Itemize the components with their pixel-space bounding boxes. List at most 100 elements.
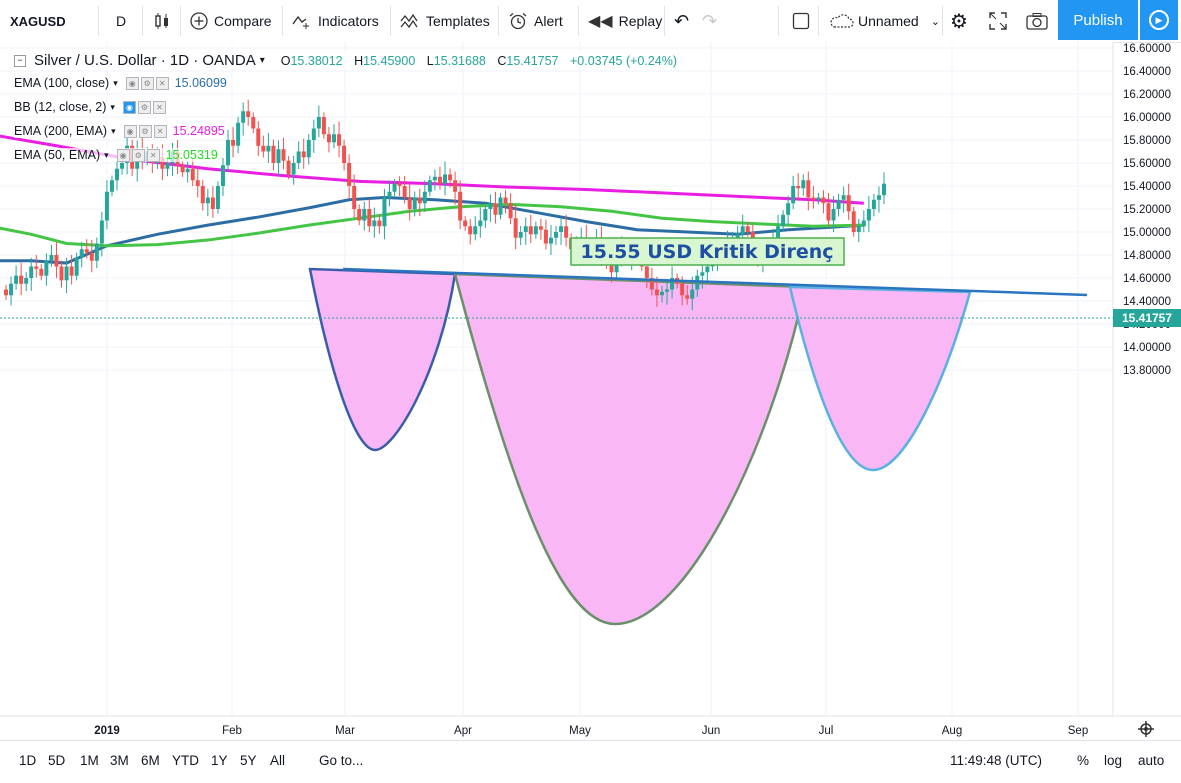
y-tick-label: 15.60000 xyxy=(1123,158,1171,170)
chevron-down-icon[interactable]: ▾ xyxy=(259,55,265,66)
symbol-search[interactable]: XAGUSD xyxy=(10,13,66,29)
candle-body xyxy=(816,197,821,200)
eye-icon[interactable]: ◉ xyxy=(123,124,137,138)
candle-body xyxy=(740,226,745,235)
chevron-down-icon[interactable]: ▾ xyxy=(104,149,109,160)
candle-body xyxy=(700,272,705,276)
gear-icon[interactable]: ⚙ xyxy=(137,100,151,114)
indicator-legend-row[interactable]: BB (12, close, 2) ▾ ◉ ⚙ ✕ xyxy=(14,100,172,114)
candle-body xyxy=(321,117,326,135)
y-tick-label: 13.80000 xyxy=(1123,365,1171,377)
candle-body xyxy=(210,197,215,209)
y-tick-label: 15.20000 xyxy=(1123,204,1171,216)
candle-body xyxy=(846,195,851,212)
annotation-box[interactable]: 15.55 USD Kritik Direnç xyxy=(570,237,845,266)
x-tick-label: Sep xyxy=(1068,725,1088,737)
candle-body xyxy=(220,165,225,186)
candle-body xyxy=(659,291,664,296)
fullscreen-layout-button[interactable] xyxy=(792,0,810,42)
price-chart[interactable]: 15.55 USD Kritik Direnç 16.60000 16.40000… xyxy=(0,42,1181,740)
close-label: C xyxy=(497,53,507,68)
candle-body xyxy=(821,197,826,204)
play-button[interactable]: ▶ xyxy=(1140,0,1178,40)
eye-icon[interactable]: ◉ xyxy=(122,100,136,114)
range-button-1y[interactable]: 1Y xyxy=(211,753,228,768)
undo-icon[interactable]: ↶ xyxy=(674,10,690,31)
close-icon[interactable]: ✕ xyxy=(152,100,166,114)
close-icon[interactable]: ✕ xyxy=(146,148,160,162)
eye-icon[interactable]: ◉ xyxy=(125,76,139,90)
top-toolbar: XAGUSD D Compare Indicators Templates Al… xyxy=(0,0,1181,43)
camera-icon[interactable] xyxy=(1026,0,1048,42)
candle-body xyxy=(120,163,125,169)
auto-toggle[interactable]: auto xyxy=(1138,753,1165,768)
layout-menu-button[interactable]: Unnamed ⌄ xyxy=(828,0,940,42)
candle-body xyxy=(372,220,377,227)
eye-icon[interactable]: ◉ xyxy=(116,148,130,162)
range-button-3m[interactable]: 3M xyxy=(110,753,129,768)
indicators-button[interactable]: Indicators xyxy=(292,0,379,42)
alert-button[interactable]: Alert xyxy=(508,0,563,42)
interval-button[interactable]: D xyxy=(116,13,127,29)
candle-body xyxy=(841,195,846,200)
gear-icon[interactable]: ⚙ xyxy=(950,10,968,33)
candle-body xyxy=(776,226,781,238)
chevron-down-icon[interactable]: ▾ xyxy=(113,77,118,88)
chevron-down-icon[interactable]: ▾ xyxy=(110,101,115,112)
settings-icon[interactable] xyxy=(1138,721,1154,737)
candle-body xyxy=(851,211,856,232)
chevron-down-icon[interactable]: ▾ xyxy=(111,125,116,136)
templates-button[interactable]: Templates xyxy=(400,0,490,42)
range-button-all[interactable]: All xyxy=(270,753,286,768)
range-button-5d[interactable]: 5D xyxy=(48,753,66,768)
candle-body xyxy=(392,183,397,192)
open-value: 15.38012 xyxy=(290,53,343,68)
chart-style-button[interactable] xyxy=(153,0,171,42)
last-price-label: 15.41757 xyxy=(1113,309,1181,327)
goto-button[interactable]: Go to... xyxy=(319,753,364,768)
redo-icon[interactable]: ↷ xyxy=(702,10,718,31)
collapse-icon[interactable]: − xyxy=(14,54,26,67)
candle-body xyxy=(649,278,654,290)
range-button-1d[interactable]: 1D xyxy=(19,753,37,768)
range-button-6m[interactable]: 6M xyxy=(141,753,160,768)
indicator-legend-row[interactable]: EMA (200, EMA) ▾ ◉ ⚙ ✕ 15.24895 xyxy=(14,124,225,138)
candle-body xyxy=(609,264,614,273)
range-button-ytd[interactable]: YTD xyxy=(172,753,199,768)
candle-body xyxy=(407,197,412,209)
candle-body xyxy=(503,197,508,204)
cup-and-handle-pattern xyxy=(308,267,972,626)
toolbar-divider xyxy=(498,6,499,36)
log-toggle[interactable]: log xyxy=(1104,753,1123,768)
percent-toggle[interactable]: % xyxy=(1077,753,1090,768)
candle-body xyxy=(468,226,473,235)
candle-body xyxy=(680,283,685,296)
candle-body xyxy=(215,186,220,209)
gear-icon[interactable]: ⚙ xyxy=(131,148,145,162)
high-value: 15.45900 xyxy=(363,53,416,68)
candle-body xyxy=(801,180,806,189)
candle-body xyxy=(397,183,402,186)
range-button-5y[interactable]: 5Y xyxy=(240,753,257,768)
indicator-legend-row[interactable]: EMA (100, close) ▾ ◉ ⚙ ✕ 15.06099 xyxy=(14,76,227,90)
publish-button[interactable]: Publish xyxy=(1058,0,1138,40)
indicators-label: Indicators xyxy=(318,13,379,29)
candle-body xyxy=(453,180,458,192)
toolbar-divider xyxy=(578,6,579,36)
replay-button[interactable]: ◀◀ Replay xyxy=(588,0,662,42)
fullscreen-icon[interactable] xyxy=(988,0,1008,42)
candle-body xyxy=(24,278,29,284)
candle-body xyxy=(347,163,352,186)
resistance-trendline[interactable] xyxy=(342,267,1088,297)
gear-icon[interactable]: ⚙ xyxy=(140,76,154,90)
indicator-legend-row[interactable]: EMA (50, EMA) ▾ ◉ ⚙ ✕ 15.05319 xyxy=(14,148,218,162)
right-shoulder-shape xyxy=(788,285,972,472)
compare-button[interactable]: Compare xyxy=(190,0,272,42)
head-cup-shape xyxy=(453,272,807,626)
gear-icon[interactable]: ⚙ xyxy=(138,124,152,138)
range-button-1m[interactable]: 1M xyxy=(80,753,99,768)
candle-body xyxy=(665,289,670,292)
time-axis[interactable]: 2019 Feb Mar Apr May Jun Jul Aug Sep xyxy=(94,725,1088,737)
close-icon[interactable]: ✕ xyxy=(155,76,169,90)
close-icon[interactable]: ✕ xyxy=(153,124,167,138)
